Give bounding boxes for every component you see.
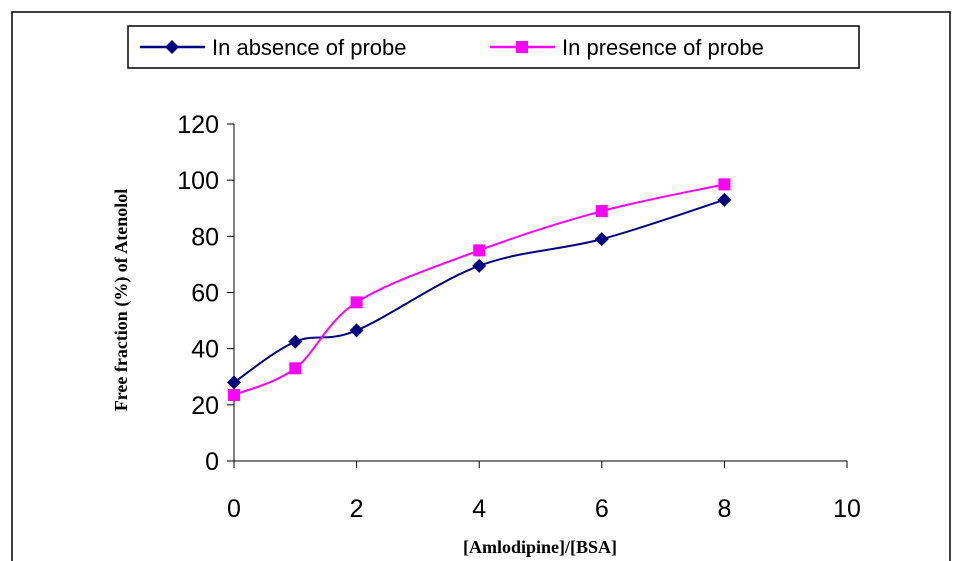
- y-tick-label: 40: [191, 336, 219, 364]
- x-ticks: 0 2 4 6 8 10: [227, 461, 861, 523]
- y-axis-title: Free fraction (%) of Atenolol: [111, 189, 132, 412]
- data-point-diamond: [717, 192, 732, 207]
- square-marker-icon: [516, 41, 528, 53]
- data-point-diamond: [288, 334, 303, 349]
- data-point-square: [595, 205, 608, 218]
- y-tick-label: 120: [177, 111, 219, 139]
- data-point-diamond: [594, 232, 609, 247]
- legend-label-absence: In absence of probe: [212, 35, 406, 60]
- data-point-diamond: [227, 375, 241, 390]
- data-point-square: [228, 389, 240, 402]
- data-point-diamond: [349, 323, 364, 338]
- x-tick-label: 4: [472, 495, 486, 523]
- data-point-diamond: [472, 258, 487, 273]
- x-tick-label: 10: [833, 495, 861, 523]
- plot-area: 0 20 40 60 80 100 120 0 2 4 6 8 10: [177, 111, 861, 523]
- legend-label-presence: In presence of probe: [562, 35, 764, 60]
- legend-item-absence: In absence of probe: [140, 35, 406, 60]
- legend: In absence of probe In presence of probe: [127, 25, 860, 69]
- x-tick-label: 8: [717, 495, 731, 523]
- data-point-square: [473, 244, 486, 257]
- series-line-1: [233, 183, 725, 396]
- chart-border: [11, 11, 951, 561]
- y-tick-label: 60: [191, 280, 219, 308]
- y-tick-label: 20: [191, 392, 219, 420]
- data-point-square: [718, 178, 731, 191]
- y-tick-label: 0: [205, 448, 219, 476]
- x-axis-title: [Amlodipine]/[BSA]: [463, 537, 617, 557]
- y-tick-label: 80: [191, 223, 219, 251]
- x-tick-label: 2: [350, 495, 364, 523]
- y-ticks: 0 20 40 60 80 100 120: [177, 111, 234, 476]
- series-layer: [227, 178, 732, 402]
- diamond-marker-icon: [165, 40, 179, 54]
- legend-item-presence: In presence of probe: [490, 35, 764, 60]
- x-tick-label: 0: [227, 495, 241, 523]
- data-point-square: [350, 296, 363, 309]
- y-tick-label: 100: [177, 167, 219, 195]
- data-point-square: [289, 362, 302, 375]
- x-tick-label: 6: [595, 495, 609, 523]
